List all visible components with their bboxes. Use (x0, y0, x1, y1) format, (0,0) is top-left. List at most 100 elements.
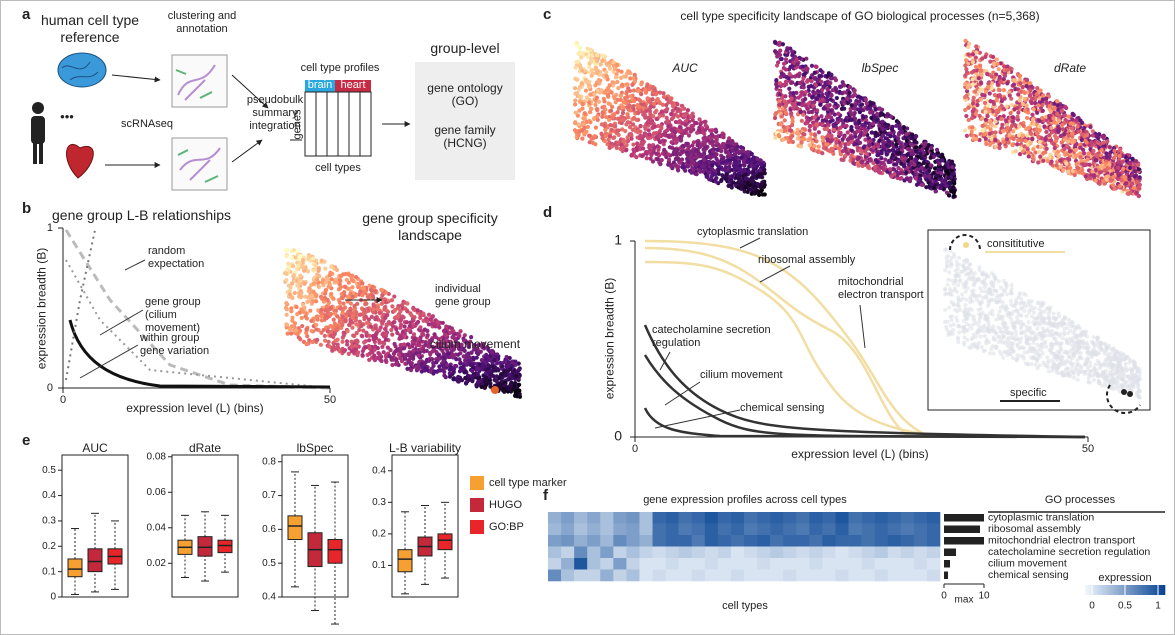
landscape-dot (608, 83, 612, 87)
landscape-dot (658, 162, 662, 166)
landscape-dot (628, 71, 632, 75)
landscape-dot (639, 82, 643, 86)
landscape-dot (330, 349, 334, 353)
landscape-dot (834, 90, 838, 94)
landscape-dot (341, 301, 345, 305)
landscape-dot (286, 262, 290, 266)
landscape-dot (840, 107, 844, 111)
landscape-dot (715, 148, 719, 152)
landscape-dot (642, 111, 646, 115)
landscape-dot (923, 141, 927, 145)
landscape-dot (789, 111, 793, 115)
landscape-dot (814, 83, 818, 87)
landscape-dot (819, 74, 823, 78)
landscape-dot (711, 140, 715, 144)
landscape-dot (932, 171, 936, 175)
landscape-dot (578, 46, 582, 50)
landscape-dot (1121, 160, 1125, 164)
landscape-dot (891, 148, 895, 152)
landscape-dot (799, 110, 803, 114)
landscape-dot (707, 161, 711, 165)
landscape-dot (1061, 168, 1065, 172)
landscape-dot (817, 130, 821, 134)
landscape-dot (907, 147, 911, 151)
landscape-dot (812, 100, 816, 104)
landscape-dot (676, 168, 680, 172)
landscape-dot (813, 77, 817, 81)
landscape-dot (616, 86, 620, 90)
landscape-dot (403, 324, 407, 328)
landscape-dot (937, 153, 941, 157)
landscape-dot (647, 99, 651, 103)
landscape-dot (1074, 118, 1078, 122)
landscape-dot (909, 142, 913, 146)
landscape-dot (577, 87, 581, 91)
landscape-dot (1100, 148, 1104, 152)
landscape-dot (905, 138, 909, 142)
landscape-dot (707, 170, 711, 174)
landscape-dot (814, 65, 818, 69)
landscape-dot (843, 154, 847, 158)
landscape-dot (947, 193, 951, 197)
landscape-dot (856, 164, 860, 168)
landscape-dot (834, 141, 838, 145)
landscape-dot (1023, 109, 1027, 113)
landscape-dot (991, 55, 995, 59)
landscape-dot (844, 149, 848, 153)
landscape-dot (671, 152, 675, 156)
landscape-dot (666, 134, 670, 138)
landscape-dot (640, 137, 644, 141)
landscape-dot (857, 135, 861, 139)
landscape-dot (1037, 124, 1041, 128)
landscape-dot (444, 375, 448, 379)
landscape-dot (1080, 168, 1084, 172)
landscape-dot (665, 128, 669, 132)
landscape-dot (578, 50, 582, 54)
landscape-dot (914, 176, 918, 180)
landscape-dot (1005, 81, 1009, 85)
landscape-dot (779, 128, 783, 132)
landscape-dot (848, 91, 852, 95)
landscape-dot (602, 97, 606, 101)
landscape-dot (759, 184, 763, 188)
landscape-dot (308, 309, 312, 313)
landscape-dot (1021, 134, 1025, 138)
landscape-dot (809, 79, 813, 83)
landscape-dot (577, 133, 581, 137)
landscape-dot (663, 139, 667, 143)
landscape-dot (592, 92, 596, 96)
landscape-dot (1117, 154, 1121, 158)
landscape-dot (782, 125, 786, 129)
landscape-dot (778, 48, 782, 52)
landscape-dot (866, 164, 870, 168)
landscape-dot (910, 132, 914, 136)
landscape-dot (934, 179, 938, 183)
landscape-dot (624, 148, 628, 152)
landscape-dot (741, 149, 745, 153)
landscape-dot (714, 152, 718, 156)
landscape-dot (893, 162, 897, 166)
landscape-dot (855, 125, 859, 129)
landscape-dot (840, 137, 844, 141)
landscape-dot (826, 133, 830, 137)
landscape-dot (859, 160, 863, 164)
landscape-dot (1025, 84, 1029, 88)
landscape-dot (820, 151, 824, 155)
landscape-dot (835, 96, 839, 100)
landscape-dot (317, 285, 321, 289)
landscape-dot (857, 95, 861, 99)
landscape-dot (641, 146, 645, 150)
landscape-dot (993, 138, 997, 142)
landscape-dot (580, 137, 584, 141)
landscape-dot (800, 64, 804, 68)
landscape-dot (637, 97, 641, 101)
landscape-dot (985, 114, 989, 118)
landscape-dot (1008, 111, 1012, 115)
landscape-dot (795, 131, 799, 135)
landscape-dot (575, 91, 579, 95)
landscape-dot (838, 132, 842, 136)
landscape-dot (1026, 147, 1030, 151)
landscape-dot (751, 170, 755, 174)
landscape-dot (997, 146, 1001, 150)
landscape-dot (625, 143, 629, 147)
